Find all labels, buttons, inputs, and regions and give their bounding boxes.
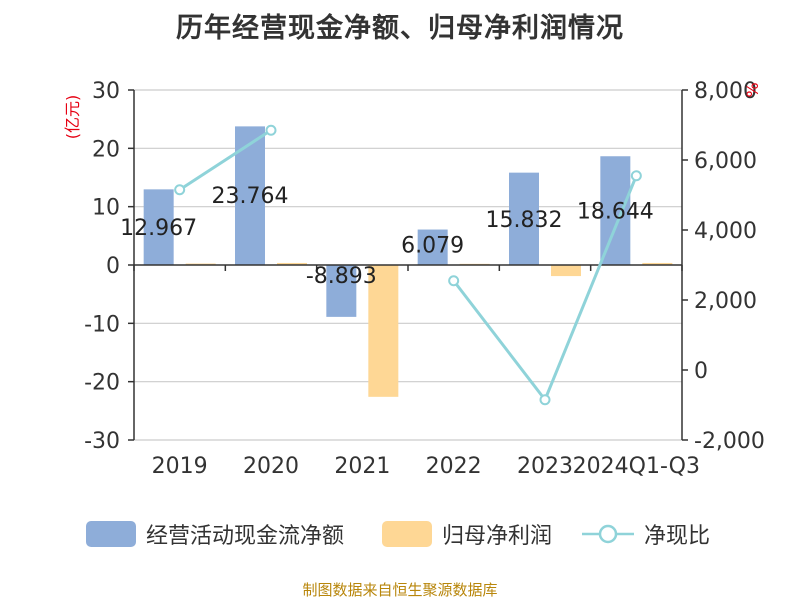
- bar-cash: [326, 265, 357, 317]
- legend-swatch-cash: [86, 521, 136, 547]
- right-tick-label: 6,000: [694, 149, 757, 174]
- category-label: 2024Q1-Q3: [573, 454, 700, 479]
- bar-profit: [277, 262, 307, 265]
- legend-label-profit: 归母净利润: [442, 524, 553, 549]
- legend-item-ratio[interactable]: 净现比: [582, 512, 710, 556]
- category-label: 2021: [334, 454, 390, 479]
- right-tick-label: -2,000: [694, 429, 765, 454]
- left-tick-label: 0: [106, 254, 120, 279]
- left-axis-unit: (亿元): [63, 95, 82, 140]
- source-note: 制图数据来自恒生聚源数据库: [302, 581, 498, 599]
- right-tick-label: 8,000: [694, 79, 757, 104]
- ratio-line-segment: [452, 279, 547, 401]
- left-tick-label: 30: [92, 79, 120, 104]
- ratio-point: [539, 394, 551, 406]
- legend-item-profit[interactable]: 归母净利润: [382, 512, 552, 556]
- ratio-point: [265, 124, 277, 136]
- legend-label-ratio: 净现比: [644, 524, 711, 549]
- legend-line-marker-icon: [582, 524, 634, 544]
- legend-swatch-profit: [382, 521, 432, 547]
- right-tick-label: 4,000: [694, 219, 757, 244]
- left-tick-label: -30: [84, 429, 120, 454]
- bar-cash: [600, 156, 631, 265]
- ratio-point: [174, 184, 186, 196]
- legend-item-cash[interactable]: 经营活动现金流净额: [86, 512, 344, 556]
- data-label-cash: -8.893: [306, 264, 377, 289]
- ratio-line-segment: [543, 175, 638, 401]
- right-tick-label: 0: [694, 359, 708, 384]
- right-tick-label: 2,000: [694, 289, 757, 314]
- category-label: 2020: [243, 454, 299, 479]
- ratio-point: [630, 170, 642, 182]
- legend-label-cash: 经营活动现金流净额: [146, 524, 345, 549]
- data-label-cash: 15.832: [486, 208, 563, 233]
- bar-cash: [509, 172, 539, 265]
- data-label-cash: 18.644: [577, 200, 654, 225]
- bar-cash: [417, 229, 448, 265]
- left-tick-label: -20: [84, 371, 120, 396]
- ratio-point: [448, 275, 460, 287]
- data-label-cash: 12.967: [120, 216, 197, 241]
- left-tick-label: -10: [84, 312, 120, 337]
- bar-cash: [143, 189, 174, 265]
- category-label: 2023: [517, 454, 573, 479]
- bar-profit: [368, 265, 399, 397]
- bar-profit: [551, 265, 581, 277]
- right-axis-unit: %: [743, 82, 762, 97]
- ratio-line-segment: [178, 128, 272, 192]
- data-label-cash: 23.764: [212, 184, 289, 209]
- legend: 经营活动现金流净额 归母净利润 净现比: [0, 512, 800, 556]
- category-label: 2022: [426, 454, 482, 479]
- bar-profit: [642, 262, 673, 265]
- category-label: 2019: [152, 454, 208, 479]
- data-label-cash: 6.079: [401, 234, 464, 259]
- left-tick-label: 10: [92, 196, 120, 221]
- chart-title: 历年经营现金净额、归母净利润情况: [176, 13, 624, 44]
- left-tick-label: 20: [92, 137, 120, 162]
